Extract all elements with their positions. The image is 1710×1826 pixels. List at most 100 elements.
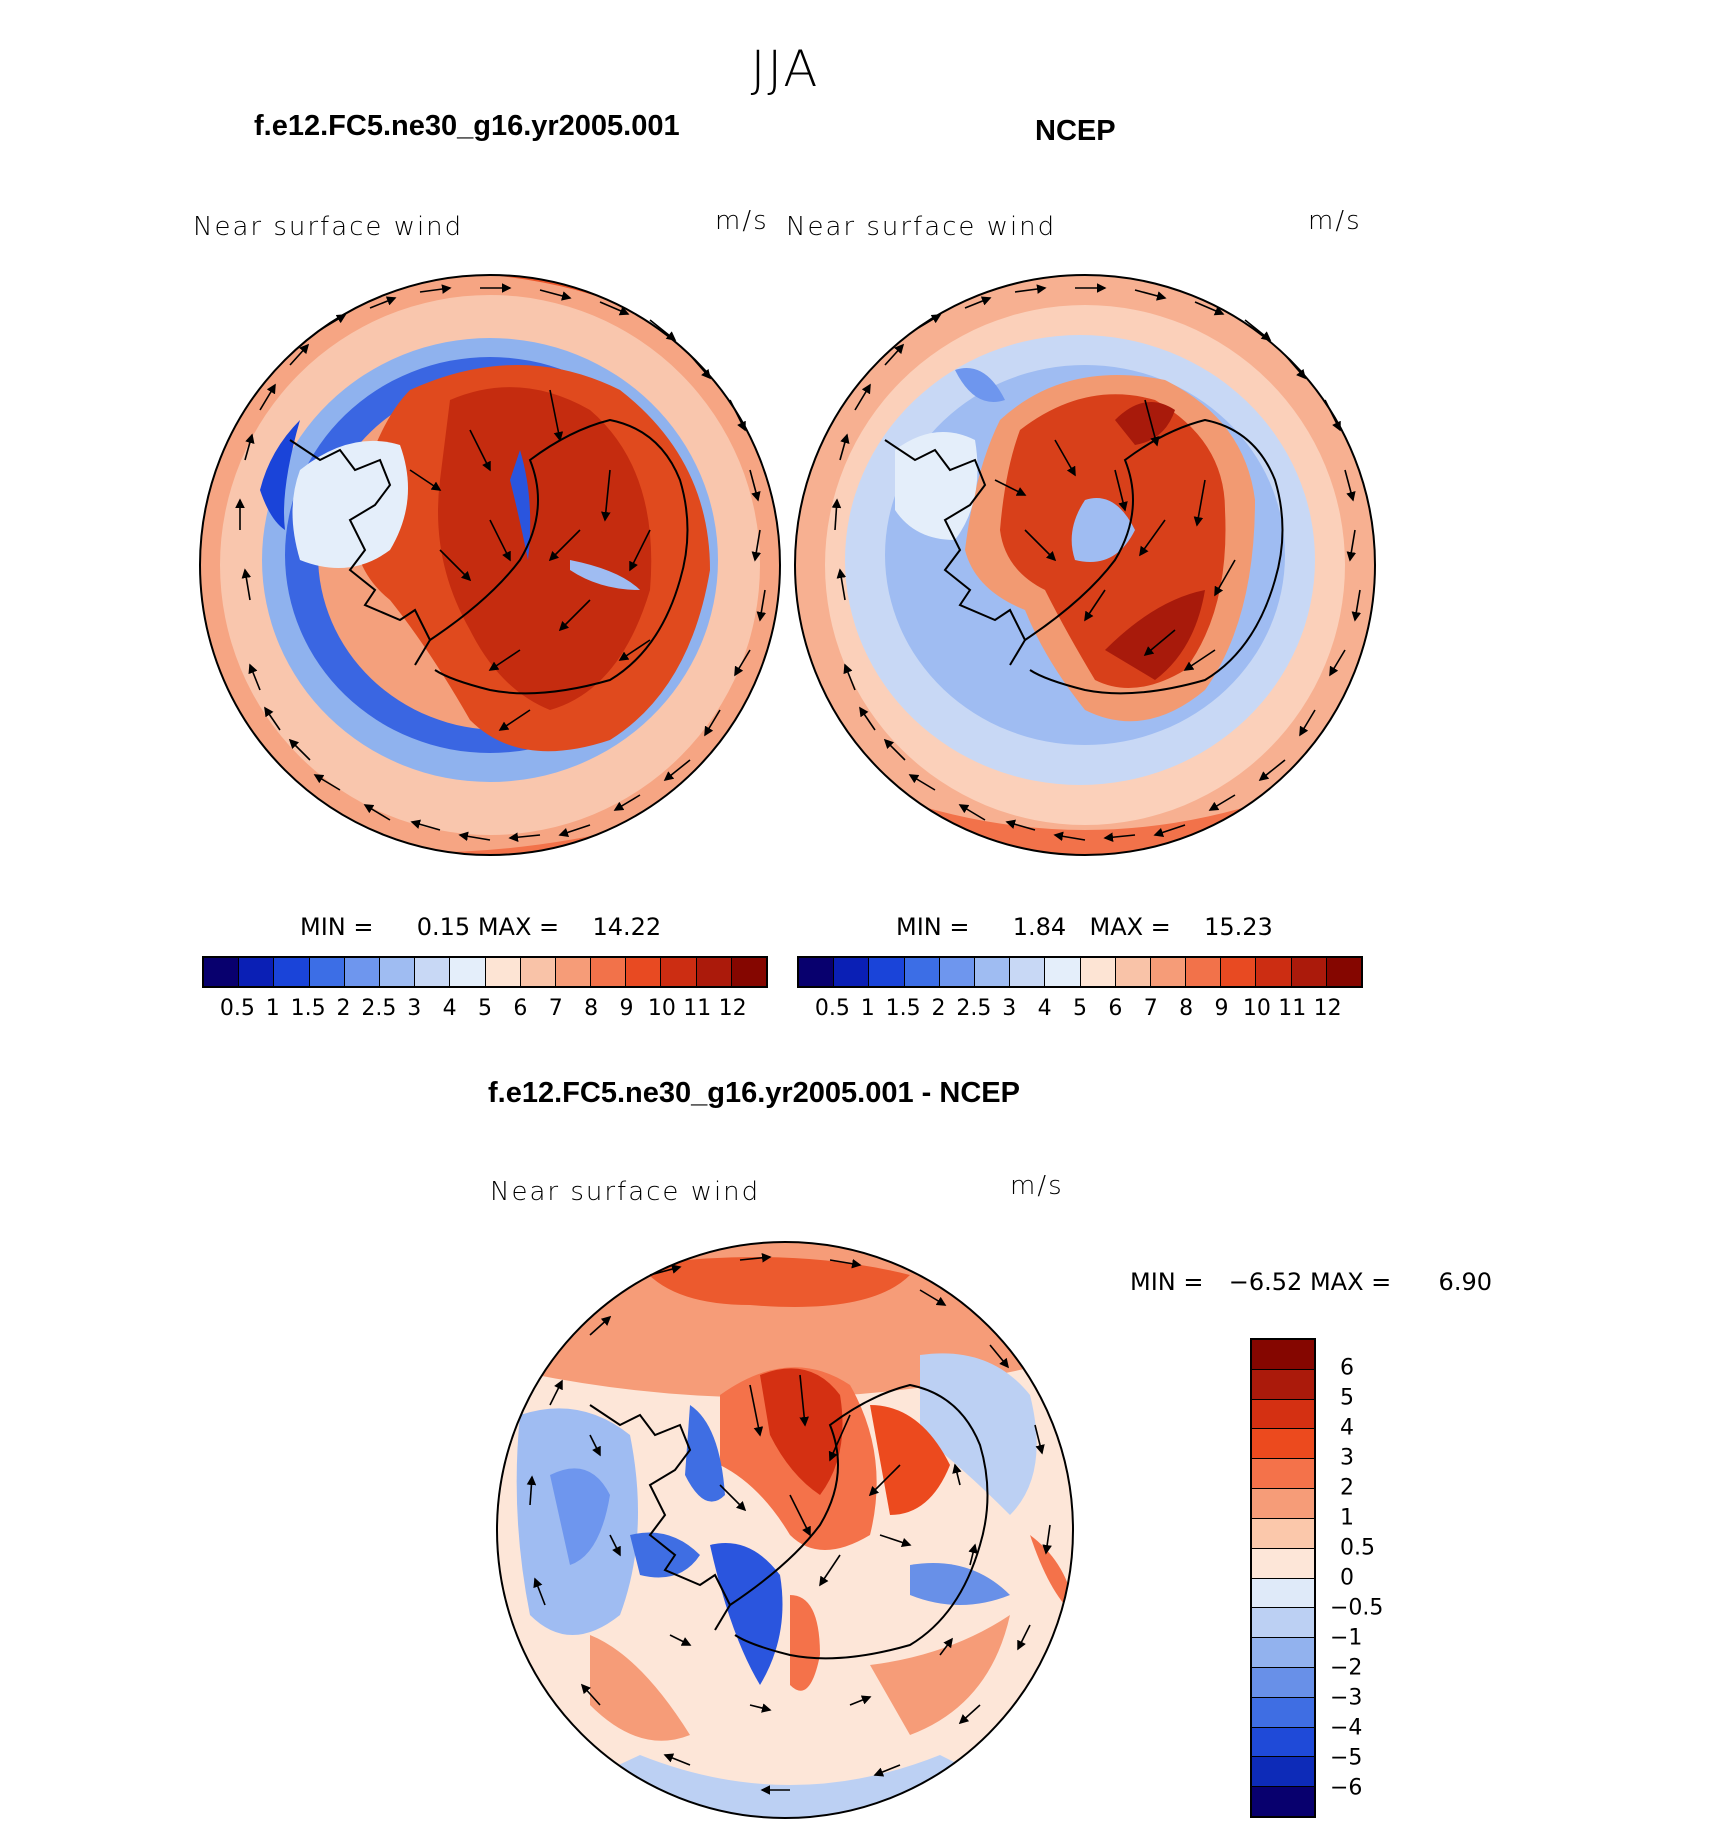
min-value: 1.84 — [1012, 913, 1067, 941]
colorbar-obs-tick-label: 3 — [1002, 996, 1017, 1021]
colorbar-diff-swatch — [1252, 1518, 1314, 1549]
colorbar-model-tick-label: 8 — [584, 996, 599, 1021]
colorbar-obs-swatch — [1291, 958, 1327, 986]
colorbar-diff-tick-label: 6 — [1340, 1355, 1354, 1381]
variable-label-model: Near surface wind — [193, 212, 464, 242]
colorbar-diff-tick-label: −1 — [1330, 1625, 1363, 1651]
colorbar-diff-tick-label: −5 — [1330, 1745, 1363, 1771]
colorbar-diff-tick-label: 5 — [1340, 1385, 1354, 1411]
colorbar-obs-swatch — [939, 958, 975, 986]
min-max-model: MIN = 0.15 MAX = 14.22 — [300, 913, 661, 941]
colorbar-diff-swatch — [1252, 1369, 1314, 1400]
polar-map-diff — [496, 1241, 1074, 1819]
colorbar-diff-swatch — [1252, 1608, 1314, 1639]
colorbar-diff-swatch — [1252, 1757, 1314, 1788]
colorbar-model-swatch — [696, 958, 732, 986]
colorbar-model-tick-label: 4 — [442, 996, 457, 1021]
colorbar-model-swatch — [239, 958, 275, 986]
colorbar-diff-swatch — [1252, 1429, 1314, 1460]
colorbar-model-tick-label: 1.5 — [290, 996, 326, 1021]
max-label: MAX = — [1309, 1268, 1392, 1296]
colorbar-diff-tick-label: 2 — [1340, 1475, 1354, 1501]
colorbar-diff-swatch — [1252, 1459, 1314, 1490]
colorbar-diff-swatch — [1252, 1340, 1314, 1370]
colorbar-diff-tick-label: −0.5 — [1330, 1595, 1384, 1621]
colorbar-model-swatch — [415, 958, 451, 986]
min-label: MIN = — [1130, 1268, 1204, 1296]
min-value: −6.52 — [1228, 1268, 1303, 1296]
variable-label-obs: Near surface wind — [786, 212, 1057, 242]
colorbar-model-tick-label: 1 — [265, 996, 280, 1021]
colorbar-ticks-diff: 6 5 4 3 2 1 0.5 0 −0.5 −1 −2 −3 −4 −5 −6 — [1330, 1338, 1410, 1818]
colorbar-obs-swatch — [1045, 958, 1081, 986]
colorbar-diff-tick-label: 1 — [1340, 1505, 1354, 1531]
min-max-obs: MIN = 1.84 MAX = 15.23 — [896, 913, 1273, 941]
colorbar-obs-swatch — [974, 958, 1011, 986]
colorbar-diff-swatch — [1252, 1787, 1314, 1816]
colorbar-model-tick-label: 11 — [683, 996, 712, 1021]
min-max-diff: MIN = −6.52 MAX = 6.90 — [1130, 1268, 1492, 1296]
colorbar-model-swatch — [450, 958, 486, 986]
colorbar-obs-swatch — [1256, 958, 1292, 986]
colorbar-obs-swatch — [1221, 958, 1257, 986]
max-value: 6.90 — [1438, 1268, 1492, 1296]
colorbar-model-swatch — [591, 958, 627, 986]
colorbar-obs — [797, 956, 1363, 988]
colorbar-model-tick-label: 6 — [513, 996, 528, 1021]
colorbar-model-swatch — [555, 958, 592, 986]
colorbar-model-tick-label: 9 — [619, 996, 634, 1021]
colorbar-model-swatch — [520, 958, 556, 986]
colorbar-model-swatch — [379, 958, 416, 986]
colorbar-diff-swatch — [1252, 1399, 1314, 1430]
colorbar-diff-tick-label: 0 — [1340, 1565, 1354, 1591]
colorbar-model-tick-label: 12 — [718, 996, 747, 1021]
max-label: MAX = — [1089, 913, 1171, 941]
colorbar-diff-swatch — [1252, 1667, 1314, 1698]
colorbar-obs-swatch — [904, 958, 940, 986]
colorbar-model-swatch — [731, 958, 766, 986]
colorbar-model-swatch — [204, 958, 240, 986]
colorbar-ticks-obs: 0.5 1 1.5 2 2.5 3 4 5 6 7 8 9 10 11 12 — [797, 996, 1363, 1026]
min-label: MIN = — [300, 913, 374, 941]
colorbar-model-swatch — [626, 958, 662, 986]
colorbar-diff-swatch — [1252, 1697, 1314, 1728]
colorbar-obs-swatch — [1010, 958, 1046, 986]
panel-title-diff: f.e12.FC5.ne30_g16.yr2005.001 - NCEP — [488, 1077, 1020, 1109]
colorbar-model-tick-label: 0.5 — [219, 996, 255, 1021]
colorbar-model-swatch — [485, 958, 521, 986]
colorbar-obs-tick-label: 8 — [1179, 996, 1194, 1021]
page-title: JJA — [750, 40, 820, 98]
colorbar-model-tick-label: 7 — [548, 996, 563, 1021]
colorbar-model-swatch — [274, 958, 310, 986]
colorbar-obs-tick-label: 7 — [1143, 996, 1158, 1021]
colorbar-diff-tick-label: −3 — [1330, 1685, 1363, 1711]
colorbar-obs-tick-label: 5 — [1073, 996, 1087, 1021]
colorbar-obs-tick-label: 6 — [1108, 996, 1123, 1021]
min-value: 0.15 — [416, 913, 471, 941]
polar-map-obs — [794, 274, 1376, 856]
colorbar-obs-tick-label: 4 — [1037, 996, 1052, 1021]
colorbar-obs-tick-label: 2.5 — [956, 996, 992, 1021]
colorbar-model-swatch — [309, 958, 345, 986]
colorbar-model-tick-label: 2 — [336, 996, 351, 1021]
colorbar-obs-swatch — [1186, 958, 1222, 986]
colorbar-model-tick-label: 2.5 — [361, 996, 397, 1021]
colorbar-obs-tick-label: 12 — [1313, 996, 1342, 1021]
colorbar-obs-tick-label: 0.5 — [814, 996, 850, 1021]
panel-title-obs: NCEP — [1035, 115, 1116, 147]
units-label-model: m/s — [715, 206, 769, 236]
max-value: 15.23 — [1204, 913, 1273, 941]
colorbar-diff-tick-label: 4 — [1340, 1415, 1354, 1441]
colorbar-obs-swatch — [1115, 958, 1151, 986]
colorbar-diff-tick-label: −6 — [1330, 1775, 1363, 1801]
colorbar-model-tick-label: 10 — [647, 996, 676, 1021]
colorbar-obs-tick-label: 9 — [1214, 996, 1229, 1021]
colorbar-diff-swatch — [1252, 1638, 1314, 1668]
colorbar-obs-tick-label: 11 — [1278, 996, 1307, 1021]
colorbar-diff-swatch — [1252, 1489, 1314, 1519]
colorbar-diff-swatch — [1252, 1727, 1314, 1758]
colorbar-model-tick-label: 5 — [478, 996, 492, 1021]
polar-map-model — [199, 274, 781, 856]
colorbar-diff-tick-label: −2 — [1330, 1655, 1363, 1681]
colorbar-model-tick-label: 3 — [407, 996, 422, 1021]
